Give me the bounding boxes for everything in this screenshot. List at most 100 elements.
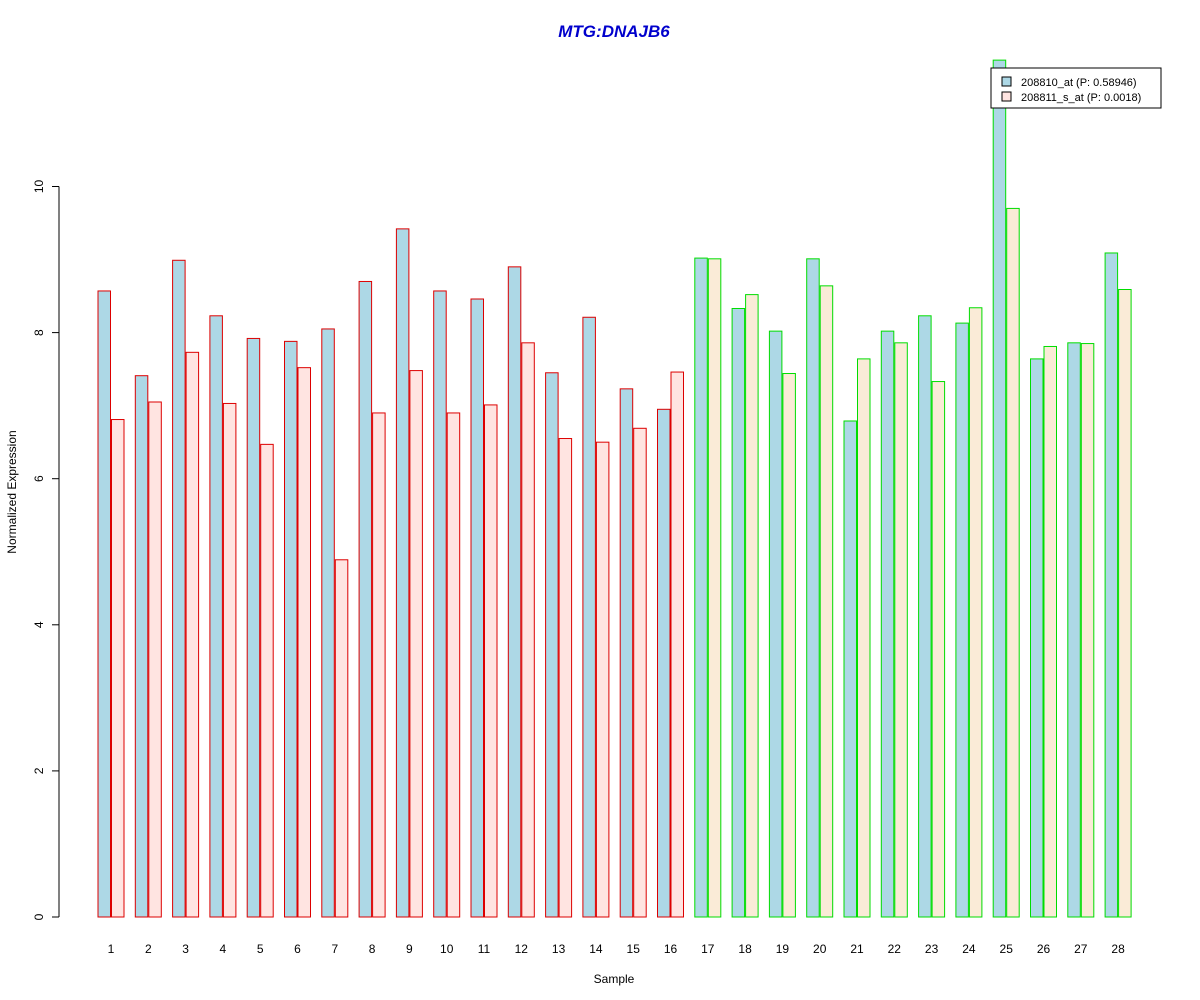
x-tick-labels: 1 2 3 4 5 6 7 8 9 10 11 12 13 14 15 16 17 18 19 20 21 22 23 24 2… xyxy=(108,942,1125,956)
bar-208811-sample-6 xyxy=(297,367,311,918)
bar-208810-sample-6 xyxy=(284,340,298,918)
x-tick-label: 10 xyxy=(440,942,454,956)
bar-208811-sample-14 xyxy=(595,441,610,918)
bar-208810-sample-11 xyxy=(470,298,484,918)
y-tick-label: 10 xyxy=(32,180,46,194)
x-tick-label: 23 xyxy=(925,942,939,956)
legend: 208810_at (P: 0.58946) 208811_s_at (P: 0.… xyxy=(990,67,1162,109)
bar-208811-sample-8 xyxy=(372,412,386,918)
x-tick-label: 12 xyxy=(515,942,529,956)
legend-entry-label: 208810_at (P: 0.58946) xyxy=(1021,77,1137,89)
bar-208810-sample-20 xyxy=(806,258,820,918)
bar-208810-sample-12 xyxy=(507,266,522,918)
x-tick-label: 24 xyxy=(962,942,976,956)
bar-208810-sample-1 xyxy=(97,290,111,918)
bar-208811-sample-7 xyxy=(334,559,349,918)
bar-208811-sample-26 xyxy=(1043,345,1057,918)
bar-208810-sample-14 xyxy=(582,316,596,918)
bar-208810-sample-28 xyxy=(1104,252,1119,918)
bar-208810-sample-10 xyxy=(433,290,447,918)
bar-208810-sample-9 xyxy=(395,228,410,918)
bar-208811-sample-5 xyxy=(260,443,274,918)
legend-swatch xyxy=(1001,76,1012,87)
y-tick-label: 0 xyxy=(32,913,46,920)
x-tick-label: 14 xyxy=(589,942,603,956)
y-axis: 0 2 4 6 8 10 xyxy=(32,180,60,920)
bar-208810-sample-26 xyxy=(1030,358,1044,918)
x-tick-label: 11 xyxy=(478,942,491,956)
bar-208811-sample-11 xyxy=(484,404,498,918)
legend-swatch xyxy=(1001,91,1012,102)
bar-208811-sample-25 xyxy=(1006,207,1020,918)
bar-208810-sample-19 xyxy=(768,330,783,918)
bars-group xyxy=(97,59,1132,918)
x-tick-label: 16 xyxy=(664,942,678,956)
bar-208810-sample-13 xyxy=(545,372,559,918)
bar-208810-sample-5 xyxy=(246,337,261,918)
bar-208811-sample-24 xyxy=(968,307,983,918)
bar-208810-sample-22 xyxy=(880,330,895,918)
x-tick-label: 26 xyxy=(1037,942,1051,956)
x-tick-label: 19 xyxy=(776,942,790,956)
x-tick-label: 22 xyxy=(888,942,902,956)
bar-208811-sample-19 xyxy=(782,373,796,918)
bar-208810-sample-27 xyxy=(1067,342,1081,918)
bar-208811-sample-15 xyxy=(633,427,647,918)
bar-208811-sample-18 xyxy=(745,294,759,918)
bar-208811-sample-27 xyxy=(1080,343,1095,918)
bar-208810-sample-7 xyxy=(321,328,335,918)
bar-208811-sample-22 xyxy=(894,342,908,918)
x-tick-label: 6 xyxy=(294,942,301,956)
bar-208810-sample-15 xyxy=(619,388,634,918)
x-tick-label: 25 xyxy=(1000,942,1014,956)
bar-208811-sample-13 xyxy=(558,438,573,918)
bar-208810-sample-3 xyxy=(172,259,186,918)
bar-208811-sample-20 xyxy=(819,285,834,918)
bar-208810-sample-23 xyxy=(918,315,932,918)
x-tick-label: 8 xyxy=(369,942,376,956)
bar-208811-sample-28 xyxy=(1118,289,1132,918)
x-tick-label: 21 xyxy=(850,942,864,956)
x-tick-label: 17 xyxy=(701,942,715,956)
bar-208810-sample-21 xyxy=(843,420,857,918)
bar-208810-sample-24 xyxy=(955,322,969,918)
legend-entry-label: 208811_s_at (P: 0.0018) xyxy=(1021,92,1141,104)
bar-208810-sample-4 xyxy=(209,315,223,918)
legend-box xyxy=(990,67,1162,109)
bar-208811-sample-1 xyxy=(111,419,125,918)
bar-208811-sample-3 xyxy=(185,351,200,918)
y-axis-label: Normalized Expression xyxy=(5,430,19,553)
bar-208811-sample-17 xyxy=(707,258,722,918)
bar-208810-sample-16 xyxy=(657,408,671,918)
bar-208811-sample-4 xyxy=(222,402,237,918)
x-axis-label: Sample xyxy=(594,972,635,986)
x-tick-label: 20 xyxy=(813,942,827,956)
bar-208811-sample-10 xyxy=(446,412,461,918)
x-tick-label: 1 xyxy=(108,942,115,956)
x-tick-label: 18 xyxy=(738,942,752,956)
y-tick-label: 6 xyxy=(32,475,46,482)
x-tick-label: 27 xyxy=(1074,942,1088,956)
bar-208811-sample-2 xyxy=(148,401,162,918)
x-tick-label: 2 xyxy=(145,942,152,956)
x-tick-label: 9 xyxy=(406,942,413,956)
x-tick-label: 13 xyxy=(552,942,566,956)
y-tick-label: 8 xyxy=(32,329,46,336)
bar-208811-sample-16 xyxy=(670,371,684,918)
bar-208811-sample-21 xyxy=(857,358,871,918)
chart-title: MTG:DNAJB6 xyxy=(558,22,670,41)
bar-208811-sample-9 xyxy=(409,370,423,918)
x-tick-label: 15 xyxy=(627,942,641,956)
y-tick-label: 2 xyxy=(32,767,46,774)
x-tick-label: 3 xyxy=(182,942,189,956)
bar-208811-sample-12 xyxy=(521,342,535,918)
bar-208810-sample-17 xyxy=(694,257,708,918)
x-tick-label: 7 xyxy=(331,942,338,956)
x-tick-label: 4 xyxy=(220,942,227,956)
bar-208810-sample-2 xyxy=(134,375,149,918)
bar-208810-sample-18 xyxy=(731,307,746,918)
bar-208811-sample-23 xyxy=(931,381,946,918)
y-tick-label: 4 xyxy=(32,621,46,628)
bar-208810-sample-25 xyxy=(992,59,1007,918)
